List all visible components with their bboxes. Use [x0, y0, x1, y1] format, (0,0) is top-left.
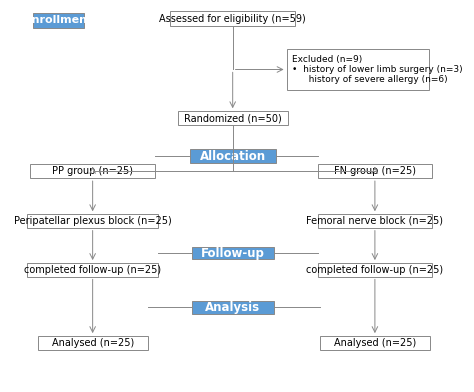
Text: Analysis: Analysis: [205, 301, 260, 314]
Bar: [318, 263, 432, 276]
Text: Randomized (n=50): Randomized (n=50): [184, 113, 282, 123]
Bar: [190, 149, 276, 163]
Bar: [318, 164, 432, 178]
Bar: [192, 247, 273, 260]
Bar: [170, 11, 295, 26]
Bar: [27, 214, 158, 228]
Bar: [192, 301, 273, 314]
Bar: [318, 214, 432, 228]
Text: Peripatellar plexus block (n=25): Peripatellar plexus block (n=25): [14, 216, 172, 226]
Text: completed follow-up (n=25): completed follow-up (n=25): [24, 265, 161, 275]
Bar: [33, 13, 83, 28]
Text: Assessed for eligibility (n=59): Assessed for eligibility (n=59): [159, 14, 306, 24]
Text: Enrollment: Enrollment: [24, 15, 92, 25]
Text: Excluded (n=9): Excluded (n=9): [292, 55, 362, 64]
Bar: [287, 49, 429, 90]
Text: Femoral nerve block (n=25): Femoral nerve block (n=25): [306, 216, 443, 226]
Text: history of severe allergy (n=6): history of severe allergy (n=6): [300, 75, 447, 84]
Bar: [30, 164, 155, 178]
Text: •  history of lower limb surgery (n=3): • history of lower limb surgery (n=3): [292, 65, 462, 74]
Bar: [38, 336, 147, 350]
Text: Allocation: Allocation: [200, 150, 266, 163]
Text: Follow-up: Follow-up: [201, 247, 264, 260]
Text: completed follow-up (n=25): completed follow-up (n=25): [306, 265, 444, 275]
Text: PP group (n=25): PP group (n=25): [52, 166, 133, 176]
Text: Analysed (n=25): Analysed (n=25): [52, 338, 134, 348]
Text: FN group (n=25): FN group (n=25): [334, 166, 416, 176]
Text: Analysed (n=25): Analysed (n=25): [334, 338, 416, 348]
Bar: [27, 263, 158, 276]
Bar: [178, 111, 288, 125]
Bar: [320, 336, 430, 350]
